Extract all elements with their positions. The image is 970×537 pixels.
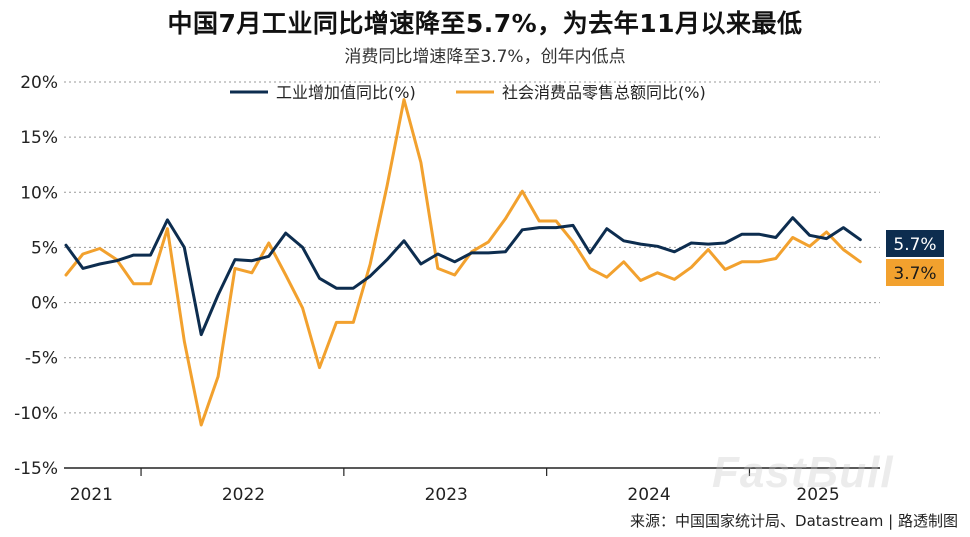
y-tick-label: 0% xyxy=(31,294,58,314)
x-tick-label: 2024 xyxy=(627,485,670,505)
end-label-box xyxy=(886,259,944,286)
watermark-logo: FastBull xyxy=(712,448,894,497)
x-tick-label: 2025 xyxy=(796,485,839,505)
y-tick-label: -10% xyxy=(14,404,58,424)
y-tick-label: -5% xyxy=(25,349,58,369)
y-tick-label: 10% xyxy=(20,183,58,203)
source-note: 来源：中国国家统计局、Datastream | 路透制图 xyxy=(630,512,958,530)
series-line xyxy=(64,216,862,337)
legend-label: 社会消费品零售总额同比(%) xyxy=(502,83,706,102)
y-tick-label: -15% xyxy=(14,459,58,479)
y-tick-label: 15% xyxy=(20,128,58,148)
series-line xyxy=(64,98,862,427)
x-tick-label: 2022 xyxy=(222,485,265,505)
y-tick-label: 20% xyxy=(20,73,58,93)
legend-label: 工业增加值同比(%) xyxy=(276,83,416,102)
end-value-label: 5.7% xyxy=(893,235,936,255)
chart-title: 中国7月工业同比增速降至5.7%，为去年11月以来最低 xyxy=(167,9,803,38)
end-label-box xyxy=(886,230,944,257)
x-tick-label: 2021 xyxy=(70,485,113,505)
chart-subtitle: 消费同比增速降至3.7%，创年内低点 xyxy=(344,47,626,67)
end-value-label: 3.7% xyxy=(893,264,936,284)
y-tick-label: 5% xyxy=(31,238,58,258)
x-tick-label: 2023 xyxy=(425,485,468,505)
